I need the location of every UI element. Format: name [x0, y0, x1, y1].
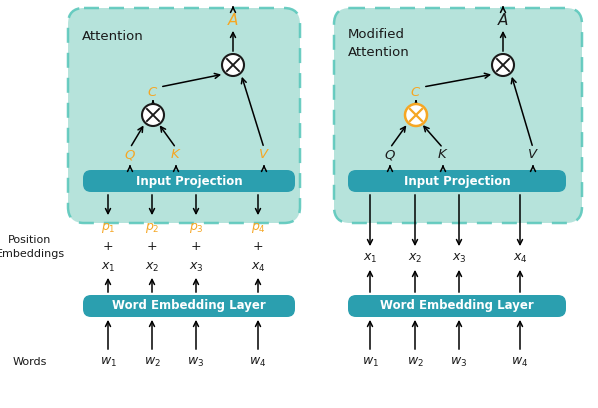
Text: $x_4$: $x_4$ [512, 251, 527, 264]
Circle shape [492, 54, 514, 76]
Text: Position
Embeddings: Position Embeddings [0, 235, 65, 259]
Text: $x_3$: $x_3$ [451, 251, 466, 264]
Text: $C$: $C$ [410, 86, 422, 100]
FancyBboxPatch shape [83, 170, 295, 192]
Text: $p_1$: $p_1$ [100, 221, 115, 235]
Text: $+$: $+$ [252, 240, 264, 253]
Text: $+$: $+$ [190, 240, 202, 253]
Circle shape [142, 104, 164, 126]
Text: $p_2$: $p_2$ [145, 221, 159, 235]
Text: $Q$: $Q$ [384, 148, 396, 162]
Text: $x_1$: $x_1$ [363, 251, 377, 264]
Text: $+$: $+$ [147, 240, 158, 253]
Text: $V$: $V$ [258, 149, 270, 162]
Text: Words: Words [13, 357, 47, 367]
Text: $+$: $+$ [102, 240, 114, 253]
Text: Attention: Attention [82, 30, 144, 43]
Text: $w_2$: $w_2$ [144, 355, 160, 368]
Text: $w_4$: $w_4$ [249, 355, 267, 368]
Circle shape [222, 54, 244, 76]
Text: $C$: $C$ [147, 86, 158, 100]
Text: $x_1$: $x_1$ [101, 260, 115, 273]
Text: Attention: Attention [348, 46, 410, 59]
Text: $p_3$: $p_3$ [188, 221, 203, 235]
Text: Word Embedding Layer: Word Embedding Layer [380, 299, 534, 313]
Text: $x_4$: $x_4$ [251, 260, 266, 273]
Text: $x_2$: $x_2$ [145, 260, 159, 273]
Text: $w_1$: $w_1$ [99, 355, 117, 368]
Text: $A$: $A$ [497, 12, 509, 28]
Text: $V$: $V$ [527, 149, 539, 162]
Text: $K$: $K$ [437, 149, 448, 162]
Text: $w_1$: $w_1$ [362, 355, 379, 368]
Text: Modified: Modified [348, 28, 405, 41]
Text: $p_4$: $p_4$ [251, 221, 266, 235]
Text: $A$: $A$ [227, 12, 239, 28]
Text: $x_3$: $x_3$ [189, 260, 203, 273]
FancyBboxPatch shape [348, 170, 566, 192]
Text: $w_4$: $w_4$ [511, 355, 529, 368]
FancyBboxPatch shape [348, 295, 566, 317]
Text: $Q$: $Q$ [124, 148, 136, 162]
Text: Word Embedding Layer: Word Embedding Layer [112, 299, 266, 313]
Text: $K$: $K$ [170, 149, 182, 162]
Circle shape [405, 104, 427, 126]
Text: $w_3$: $w_3$ [187, 355, 205, 368]
Text: Input Projection: Input Projection [136, 175, 242, 188]
FancyBboxPatch shape [83, 295, 295, 317]
Text: $w_2$: $w_2$ [407, 355, 423, 368]
Text: $w_3$: $w_3$ [450, 355, 468, 368]
FancyBboxPatch shape [68, 8, 300, 223]
Text: $x_2$: $x_2$ [408, 251, 422, 264]
FancyBboxPatch shape [334, 8, 582, 223]
Text: Input Projection: Input Projection [404, 175, 510, 188]
